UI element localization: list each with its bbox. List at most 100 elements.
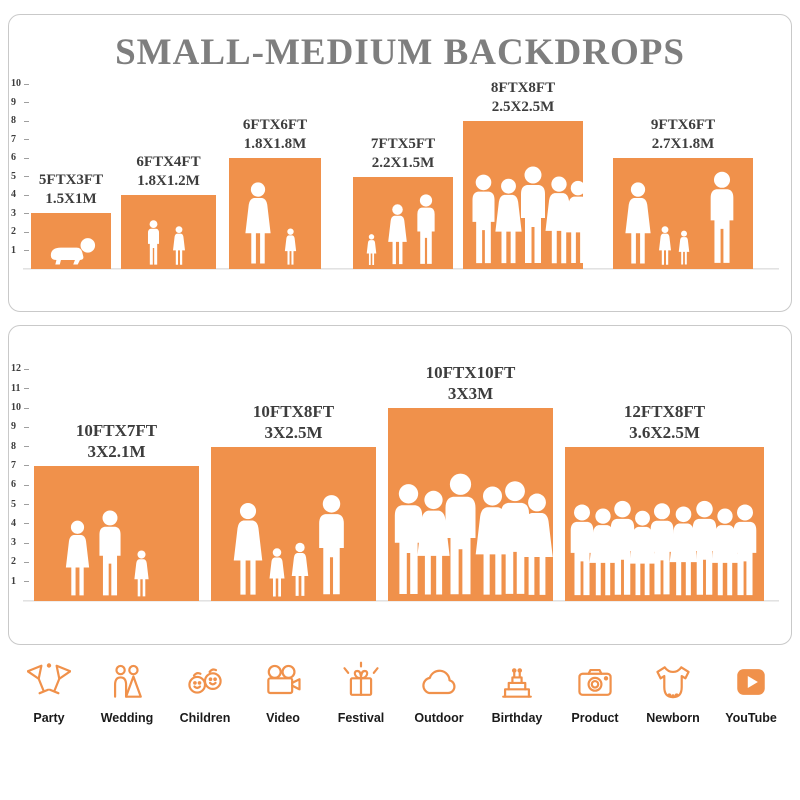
ruler-tick: 10 bbox=[11, 402, 29, 414]
party-icon bbox=[27, 663, 71, 695]
ruler-tick-line bbox=[24, 407, 29, 409]
backdrop-size-m: 2.5X2.5M bbox=[491, 99, 555, 115]
ruler-tick-line bbox=[24, 542, 29, 544]
ruler-tick-line bbox=[24, 231, 29, 233]
ruler-tick-line bbox=[24, 465, 29, 467]
ruler-number: 11 bbox=[11, 382, 21, 394]
category-label: Outdoor bbox=[414, 711, 464, 725]
ruler-tick-line bbox=[24, 523, 29, 525]
backdrop-label: 7FTX5FT 2.2X1.5M bbox=[343, 135, 463, 173]
page-title: SMALL-MEDIUM BACKDROPS bbox=[115, 32, 685, 73]
ruler-number: 10 bbox=[11, 402, 21, 413]
ruler-number: 12 bbox=[11, 363, 21, 375]
ruler-tick: 4 bbox=[11, 518, 29, 530]
wedding-icon bbox=[113, 664, 142, 698]
category-youtube: YouTube bbox=[714, 660, 788, 725]
ruler-tick: 6 bbox=[11, 479, 29, 491]
backdrop-7ftx5ft bbox=[353, 177, 453, 269]
ruler-tick-line bbox=[24, 120, 29, 122]
product-icon bbox=[578, 668, 612, 696]
ruler-tick-line bbox=[24, 139, 29, 140]
ruler-tick: 9 bbox=[11, 97, 29, 109]
ruler-tick: 8 bbox=[11, 115, 29, 127]
ruler-number: 1 bbox=[11, 244, 16, 256]
backdrop-size-m: 3X2.5M bbox=[264, 423, 323, 442]
ruler-tick-line bbox=[24, 426, 29, 428]
backdrop-size-ft: 10FTX7FT bbox=[75, 421, 158, 440]
ruler-number: 2 bbox=[11, 556, 16, 568]
backdrop-size-ft: 6FTX4FT bbox=[136, 154, 201, 170]
backdrop-size-m: 1.8X1.8M bbox=[243, 136, 307, 152]
backdrop-label: 6FTX4FT 1.8X1.2M bbox=[109, 153, 229, 191]
ruler-number: 3 bbox=[11, 207, 16, 219]
category-wedding: Wedding bbox=[90, 660, 164, 725]
ruler-number: 4 bbox=[11, 189, 16, 200]
youtube-icon bbox=[737, 669, 765, 695]
category-label: Festival bbox=[337, 711, 385, 725]
backdrop-size-ft: 5FTX3FT bbox=[38, 172, 104, 188]
backdrop-label: 10FTX10FT 3X3M bbox=[401, 362, 541, 404]
ruler-number: 7 bbox=[11, 459, 16, 471]
backdrop-label: 10FTX8FT 3X2.5M bbox=[224, 401, 364, 443]
people-silhouette bbox=[50, 238, 96, 265]
backdrop-label: 10FTX7FT 3X2.1M bbox=[47, 420, 187, 462]
ruler-tick-line bbox=[24, 157, 29, 159]
ruler-tick-line bbox=[24, 581, 29, 583]
people-silhouette bbox=[472, 166, 583, 264]
backdrop-8ftx8ft bbox=[463, 121, 583, 269]
ruler-tick: 3 bbox=[11, 208, 29, 220]
category-newborn: Newborn bbox=[636, 660, 710, 725]
backdrop-size-m: 1.5X1M bbox=[45, 191, 97, 207]
backdrop-size-ft: 8FTX8FT bbox=[490, 80, 556, 96]
ruler-number: 3 bbox=[11, 537, 16, 549]
ruler-tick-line bbox=[24, 446, 29, 448]
category-children: Children bbox=[168, 660, 242, 725]
backdrop-label: 8FTX8FT 2.5X2.5M bbox=[463, 79, 583, 117]
ruler-tick: 7 bbox=[11, 460, 29, 472]
backdrop-label: 5FTX3FT 1.5X1M bbox=[11, 171, 131, 209]
ruler-tick-line bbox=[24, 561, 29, 563]
backdrop-size-m: 2.7X1.8M bbox=[651, 136, 715, 152]
ruler-tick-line bbox=[24, 213, 29, 214]
ruler-tick: 5 bbox=[11, 171, 29, 183]
birthday-icon bbox=[502, 668, 532, 698]
outdoor-icon bbox=[422, 669, 456, 695]
backdrop-size-ft: 10FTX8FT bbox=[252, 402, 335, 421]
ruler-tick: 4 bbox=[11, 189, 29, 201]
people-silhouette bbox=[366, 194, 435, 266]
ruler-number: 9 bbox=[11, 421, 16, 433]
ruler-number: 6 bbox=[11, 152, 16, 163]
ruler-number: 4 bbox=[11, 517, 16, 529]
category-label: YouTube bbox=[725, 711, 777, 725]
ruler-tick: 1 bbox=[11, 576, 29, 588]
backdrop-12ftx8ft bbox=[565, 447, 764, 601]
people-silhouette bbox=[625, 171, 734, 265]
backdrop-size-ft: 9FTX6FT bbox=[650, 117, 716, 133]
ruler-tick: 10 bbox=[11, 78, 29, 90]
backdrop-label: 9FTX6FT 2.7X1.8M bbox=[623, 116, 743, 154]
ruler-number: 10 bbox=[11, 78, 21, 89]
people-silhouette bbox=[147, 220, 185, 265]
ground-line bbox=[23, 268, 779, 270]
people-silhouette bbox=[570, 500, 757, 596]
ground-line bbox=[23, 600, 779, 602]
ruler-tick: 8 bbox=[11, 441, 29, 453]
backdrop-5ftx3ft bbox=[31, 213, 111, 269]
ruler-tick: 1 bbox=[11, 245, 29, 257]
small-backdrops-panel: SMALL-MEDIUM BACKDROPS 10 9 8 7 6 5 4 3 … bbox=[8, 14, 792, 312]
ruler-tick: 12 bbox=[11, 363, 29, 375]
backdrop-label: 6FTX6FT 1.8X1.8M bbox=[215, 116, 335, 154]
category-video: Video bbox=[246, 660, 320, 725]
category-row: Party Wedding Children Vi bbox=[12, 660, 788, 725]
backdrop-10ftx7ft bbox=[34, 466, 199, 601]
backdrop-size-m: 3X2.1M bbox=[87, 442, 146, 461]
ruler-number: 9 bbox=[11, 96, 16, 108]
ruler-tick-line bbox=[24, 102, 29, 103]
category-label: Wedding bbox=[100, 711, 154, 725]
ruler-tick: 11 bbox=[11, 383, 29, 395]
backdrop-10ftx10ft bbox=[388, 408, 553, 601]
backdrop-size-ft: 6FTX6FT bbox=[242, 117, 308, 133]
ruler-number: 1 bbox=[11, 575, 16, 587]
category-party: Party bbox=[12, 660, 86, 725]
ruler-tick-line bbox=[24, 176, 29, 177]
